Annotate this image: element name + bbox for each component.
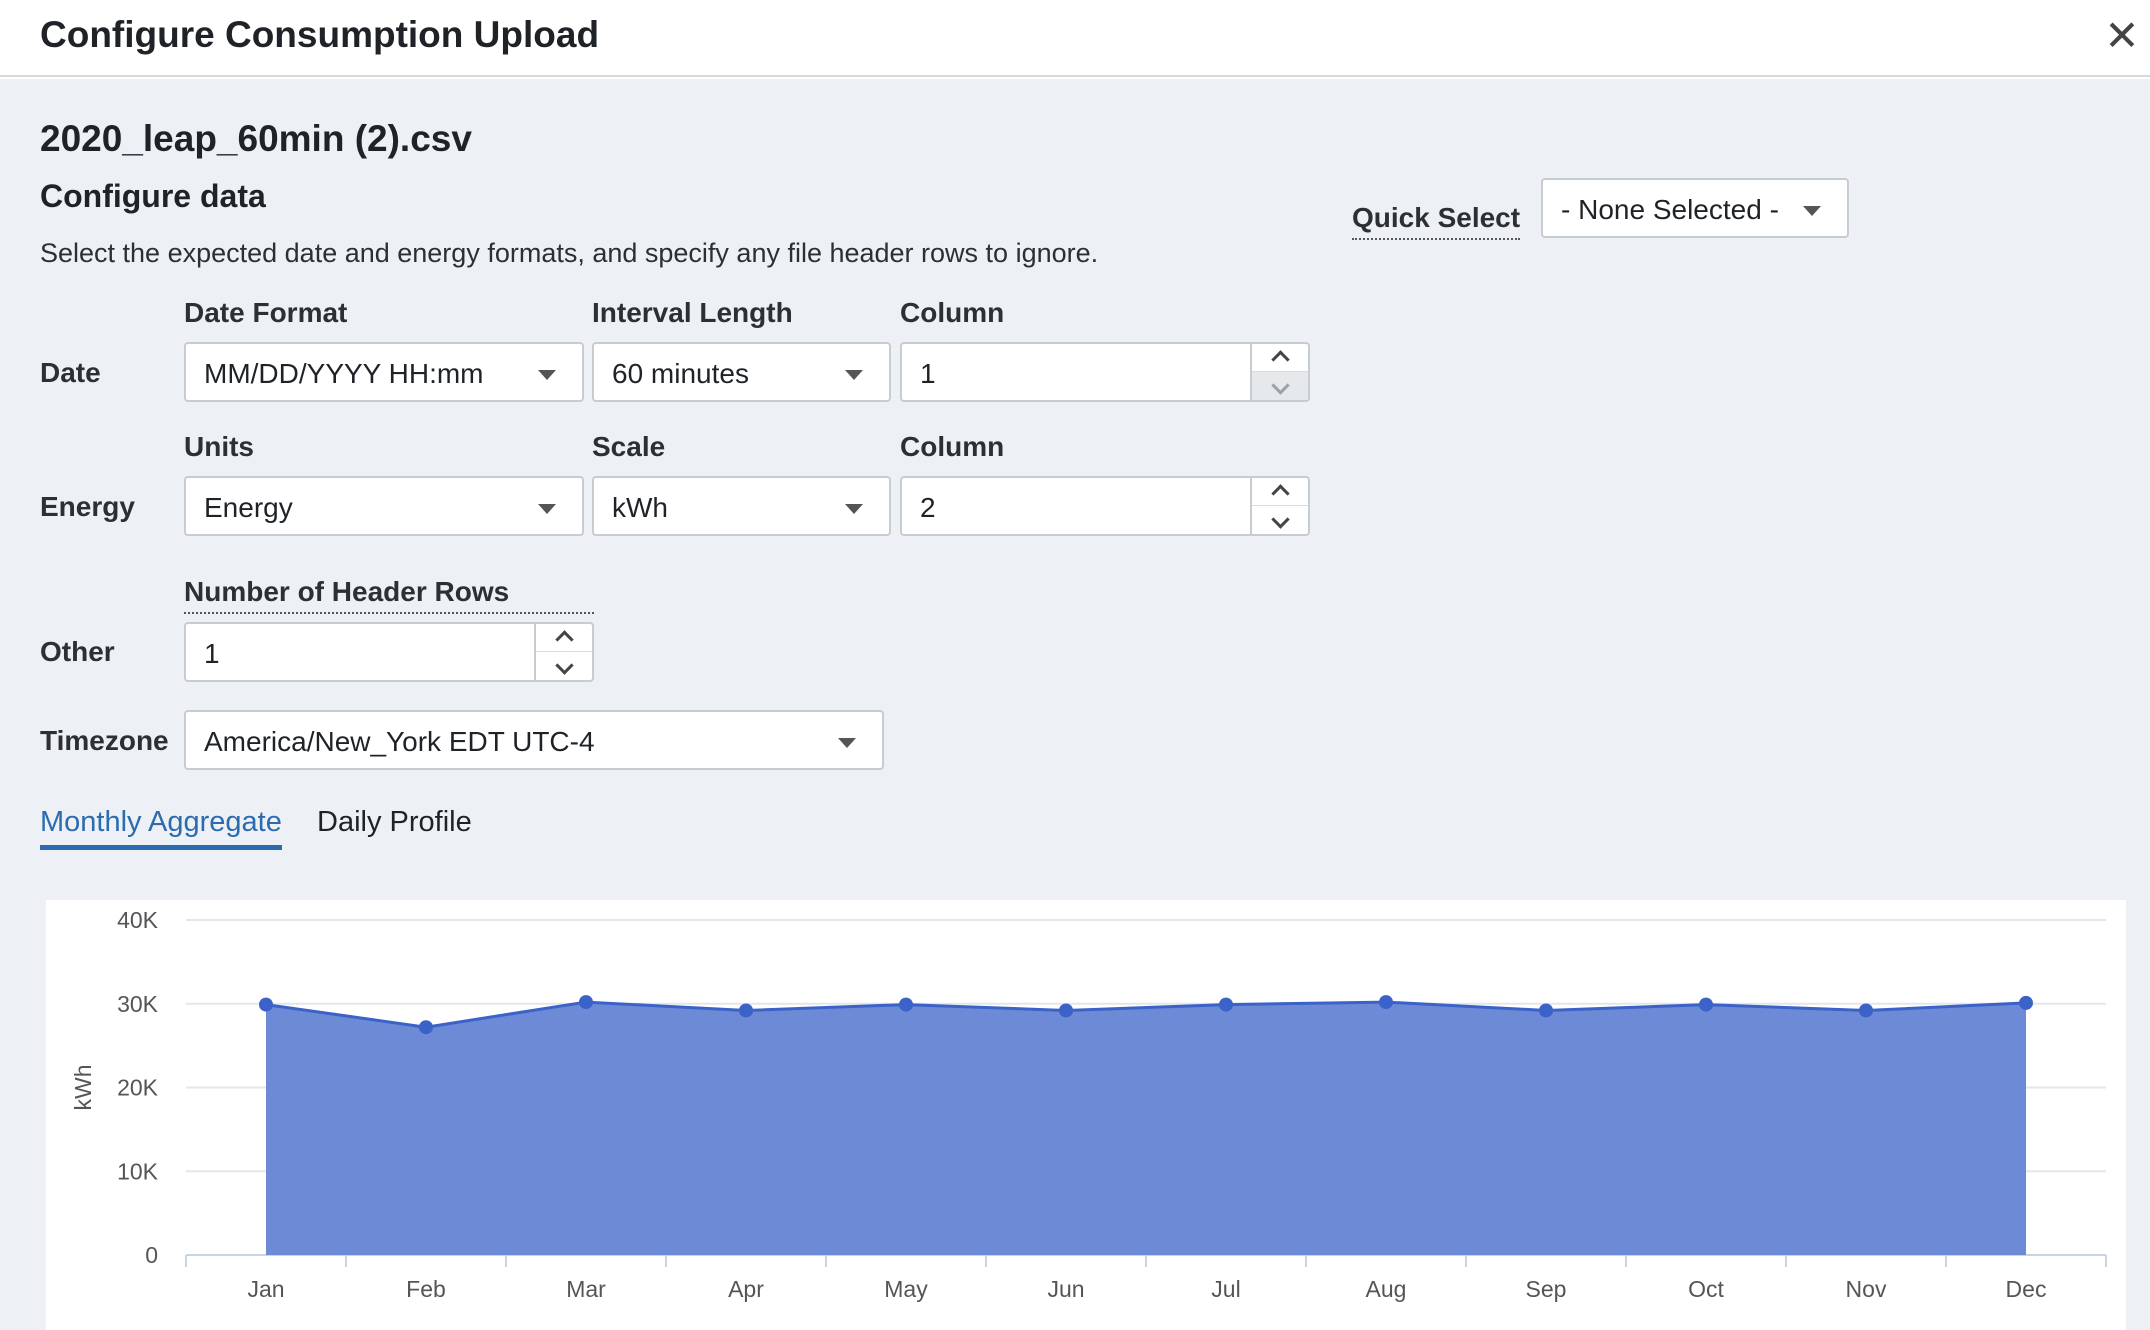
date-format-value: MM/DD/YYYY HH:mm — [204, 358, 484, 389]
chevron-down-icon — [845, 504, 863, 514]
section-description: Select the expected date and energy form… — [40, 238, 1099, 268]
data-point — [419, 1020, 433, 1035]
stepper-buttons — [534, 624, 592, 680]
header-rows-stepper[interactable]: 1 — [184, 622, 594, 682]
x-tick-label: Apr — [728, 1276, 764, 1302]
units-value: Energy — [204, 492, 293, 523]
x-tick-label: Jun — [1047, 1276, 1084, 1302]
data-point — [259, 997, 273, 1012]
other-row-label: Other — [40, 636, 115, 667]
x-tick-label: Oct — [1688, 1276, 1724, 1302]
quick-select-value: - None Selected - — [1561, 194, 1779, 225]
data-point — [899, 997, 913, 1012]
energy-row-label: Energy — [40, 491, 135, 522]
series-area — [266, 1002, 2026, 1255]
chevron-up-icon — [1270, 350, 1290, 369]
close-icon[interactable]: ✕ — [2104, 12, 2140, 59]
energy-column-value: 2 — [920, 492, 936, 523]
date-format-select[interactable]: MM/DD/YYYY HH:mm — [184, 342, 584, 402]
increment-button[interactable] — [1252, 478, 1308, 506]
quick-select-dropdown[interactable]: - None Selected - — [1541, 178, 1849, 238]
x-tick-label: May — [884, 1276, 928, 1302]
units-label: Units — [184, 431, 254, 462]
chevron-down-icon — [1270, 376, 1290, 395]
scale-value: kWh — [612, 492, 668, 523]
y-axis-label: kWh — [70, 1065, 96, 1111]
data-point — [579, 995, 593, 1010]
data-point — [1379, 995, 1393, 1010]
dialog-title: Configure Consumption Upload — [40, 14, 600, 55]
chevron-down-icon — [1803, 206, 1821, 216]
chevron-down-icon — [554, 656, 574, 675]
decrement-button[interactable] — [1252, 372, 1308, 400]
x-tick-label: Feb — [406, 1276, 446, 1302]
date-row-label: Date — [40, 357, 101, 388]
date-column-stepper[interactable]: 1 — [900, 342, 1310, 402]
chevron-down-icon — [845, 370, 863, 380]
series-line — [265, 1000, 2027, 1029]
header-rows-label: Number of Header Rows — [184, 576, 594, 614]
dialog-header: Configure Consumption Upload ✕ — [0, 0, 2150, 77]
data-point — [2019, 995, 2033, 1010]
data-point — [1699, 997, 1713, 1012]
stepper-buttons — [1250, 344, 1308, 400]
x-tick-label: Aug — [1366, 1276, 1407, 1302]
x-tick-label: Nov — [1846, 1276, 1887, 1302]
x-tick-label: Sep — [1526, 1276, 1567, 1302]
stepper-buttons — [1250, 478, 1308, 534]
y-tick-label: 10K — [117, 1158, 159, 1184]
timezone-select[interactable]: America/New_York EDT UTC-4 — [184, 710, 884, 770]
chevron-down-icon — [538, 370, 556, 380]
timezone-value: America/New_York EDT UTC-4 — [204, 726, 595, 757]
energy-column-label: Column — [900, 431, 1005, 462]
units-select[interactable]: Energy — [184, 476, 584, 536]
x-tick-label: Dec — [2006, 1276, 2047, 1302]
date-column-label: Column — [900, 297, 1005, 328]
y-tick-label: 30K — [117, 991, 159, 1017]
data-point — [1859, 1003, 1873, 1018]
date-format-label: Date Format — [184, 297, 348, 328]
date-column-value: 1 — [920, 358, 936, 389]
tab-daily-profile[interactable]: Daily Profile — [317, 806, 472, 838]
chevron-up-icon — [554, 630, 574, 649]
data-point — [1059, 1003, 1073, 1018]
y-tick-label: 20K — [117, 1075, 159, 1101]
interval-length-select[interactable]: 60 minutes — [592, 342, 891, 402]
section-title: Configure data — [40, 178, 266, 214]
y-tick-label: 40K — [117, 907, 159, 933]
timezone-label: Timezone — [40, 725, 169, 756]
energy-column-stepper[interactable]: 2 — [900, 476, 1310, 536]
increment-button[interactable] — [1252, 344, 1308, 372]
scale-select[interactable]: kWh — [592, 476, 891, 536]
x-tick-label: Jan — [247, 1276, 284, 1302]
chevron-down-icon — [538, 504, 556, 514]
x-tick-label: Mar — [566, 1276, 606, 1302]
file-name: 2020_leap_60min (2).csv — [40, 118, 472, 159]
increment-button[interactable] — [536, 624, 592, 652]
decrement-button[interactable] — [1252, 506, 1308, 534]
y-tick-label: 0 — [145, 1242, 158, 1268]
header-rows-value: 1 — [204, 638, 220, 669]
data-point — [739, 1003, 753, 1018]
interval-length-value: 60 minutes — [612, 358, 749, 389]
scale-label: Scale — [592, 431, 666, 462]
quick-select-label: Quick Select — [1352, 202, 1521, 240]
chevron-down-icon — [1270, 510, 1290, 529]
data-point — [1539, 1003, 1553, 1018]
tab-monthly-aggregate[interactable]: Monthly Aggregate — [40, 806, 282, 850]
monthly-chart: 0 10K 20K 30K 40K kWh Jan Feb Mar Apr May Jun Jul Aug… — [46, 900, 2126, 1330]
data-point — [1219, 997, 1233, 1012]
chevron-down-icon — [838, 738, 856, 748]
decrement-button[interactable] — [536, 652, 592, 680]
interval-length-label: Interval Length — [592, 297, 793, 328]
chevron-up-icon — [1270, 484, 1290, 503]
x-tick-label: Jul — [1211, 1276, 1240, 1302]
chart-svg: 0 10K 20K 30K 40K kWh Jan Feb Mar Apr May Jun Jul Aug… — [70, 907, 2107, 1302]
